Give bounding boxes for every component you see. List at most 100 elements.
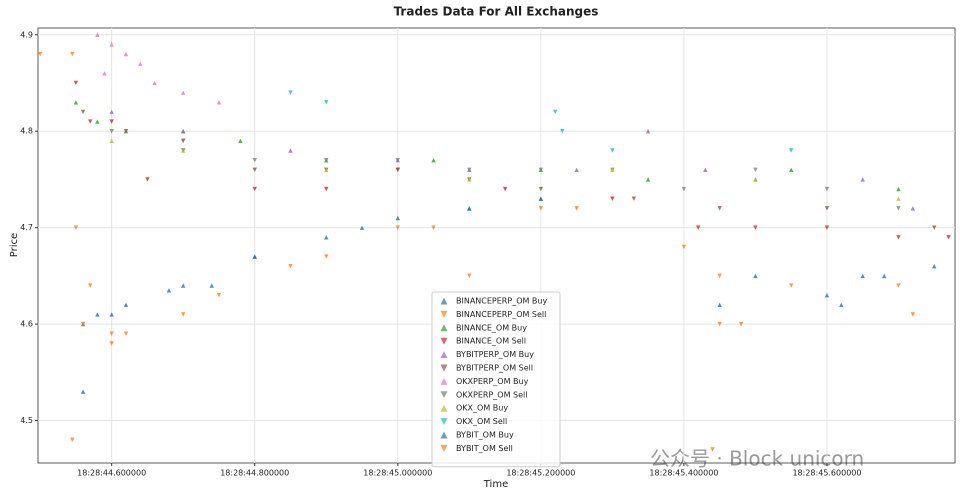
point bbox=[109, 42, 114, 47]
point bbox=[238, 138, 243, 144]
point bbox=[95, 32, 100, 37]
point bbox=[181, 283, 186, 288]
legend-marker bbox=[440, 310, 448, 318]
point bbox=[324, 254, 329, 259]
point bbox=[73, 225, 79, 230]
point bbox=[896, 196, 901, 201]
point bbox=[717, 206, 722, 211]
point bbox=[70, 51, 75, 57]
point bbox=[788, 167, 794, 172]
point bbox=[610, 148, 615, 153]
legend-marker bbox=[440, 351, 448, 359]
point bbox=[538, 167, 544, 172]
point bbox=[788, 283, 794, 288]
point bbox=[431, 157, 436, 163]
point bbox=[109, 341, 114, 346]
point bbox=[252, 254, 257, 259]
legend-marker bbox=[440, 324, 448, 332]
legend-label: BYBIT_OM Buy bbox=[456, 431, 514, 440]
legend-label: OKX_OM Buy bbox=[456, 404, 508, 413]
point bbox=[738, 321, 744, 327]
point bbox=[717, 273, 722, 279]
legend-marker bbox=[440, 418, 448, 426]
point bbox=[123, 331, 129, 336]
point bbox=[181, 148, 186, 153]
point bbox=[70, 437, 75, 443]
chart-title: Trades Data For All Exchanges bbox=[394, 5, 599, 19]
x-tick-label: 18:28:45.400000 bbox=[649, 469, 718, 478]
legend-marker bbox=[440, 337, 448, 345]
legend-label: BINANCE_OM Buy bbox=[456, 323, 527, 332]
point bbox=[824, 225, 830, 230]
point bbox=[252, 186, 257, 192]
point bbox=[467, 273, 472, 279]
y-axis-label: Price bbox=[9, 233, 20, 257]
legend-label: BYBITPERP_OM Buy bbox=[456, 350, 534, 359]
point bbox=[395, 225, 400, 230]
point bbox=[946, 235, 951, 240]
legend-label: BYBIT_OM Sell bbox=[456, 444, 513, 453]
point bbox=[431, 225, 436, 230]
point bbox=[324, 186, 329, 192]
x-axis-label: Time bbox=[483, 479, 508, 490]
point bbox=[324, 167, 329, 172]
point bbox=[288, 264, 293, 269]
legend-label: BINANCEPERP_OM Buy bbox=[456, 297, 547, 306]
point bbox=[324, 157, 329, 163]
point bbox=[896, 283, 901, 288]
point bbox=[610, 167, 615, 172]
point bbox=[703, 167, 708, 172]
point bbox=[910, 206, 915, 211]
legend: BINANCEPERP_OM Buy BINANCEPERP_OM Sell BIN… bbox=[431, 291, 561, 468]
point bbox=[610, 196, 615, 201]
point bbox=[123, 51, 129, 57]
y-tick-label: 4.7 bbox=[20, 223, 33, 232]
point bbox=[753, 225, 758, 230]
point bbox=[717, 321, 722, 327]
point bbox=[95, 312, 100, 317]
point bbox=[932, 264, 937, 269]
point bbox=[467, 167, 472, 172]
point bbox=[80, 321, 86, 327]
point bbox=[181, 129, 186, 134]
legend-marker bbox=[440, 391, 448, 399]
legend-label: BINANCE_OM Sell bbox=[456, 337, 526, 346]
point bbox=[538, 186, 544, 192]
point bbox=[324, 235, 329, 240]
point bbox=[681, 244, 687, 250]
point bbox=[209, 283, 215, 288]
point bbox=[109, 129, 114, 134]
point bbox=[95, 119, 100, 124]
point bbox=[467, 177, 472, 182]
point bbox=[896, 235, 901, 240]
point bbox=[896, 186, 901, 192]
legend-box bbox=[431, 291, 561, 468]
y-tick-label: 4.8 bbox=[20, 127, 33, 136]
point bbox=[788, 148, 794, 153]
point bbox=[109, 331, 114, 336]
point bbox=[152, 80, 157, 86]
point bbox=[37, 51, 43, 57]
point bbox=[932, 225, 937, 230]
y-tick-label: 4.9 bbox=[20, 30, 33, 39]
point bbox=[860, 273, 865, 279]
point bbox=[824, 292, 830, 298]
legend-label: OKXPERP_OM Sell bbox=[456, 390, 527, 399]
point bbox=[288, 148, 293, 153]
point bbox=[88, 119, 93, 124]
point bbox=[216, 100, 222, 105]
point bbox=[216, 292, 222, 298]
point bbox=[123, 302, 129, 308]
point bbox=[359, 225, 365, 230]
point bbox=[123, 129, 129, 134]
point bbox=[395, 215, 400, 221]
y-tick-label: 4.6 bbox=[20, 320, 33, 329]
point bbox=[252, 167, 257, 172]
point bbox=[145, 177, 150, 182]
point bbox=[631, 196, 637, 201]
x-tick-label: 18:28:45.000000 bbox=[363, 469, 432, 478]
point bbox=[109, 138, 114, 144]
point bbox=[710, 447, 715, 452]
point bbox=[538, 206, 544, 211]
point bbox=[395, 157, 400, 163]
